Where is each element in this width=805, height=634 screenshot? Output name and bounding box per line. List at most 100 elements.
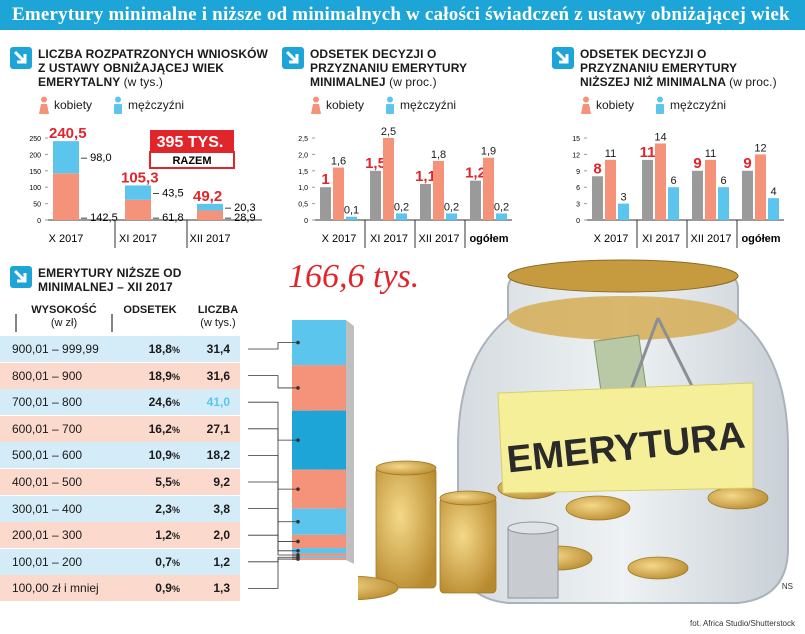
stack-segment: [292, 469, 346, 509]
bar-value-label: 0,2: [494, 201, 509, 213]
panel3-title: Odsetek decyzji o przyznaniu emerytury n…: [580, 47, 780, 89]
row-range: 700,01 – 800: [12, 395, 83, 410]
bar-women: [755, 154, 766, 220]
banner-title: Emerytury minimalne i niższe od minimaln…: [0, 0, 805, 30]
col-height-label: WYSOKOŚĆ: [31, 304, 97, 316]
row-count: 31,4: [206, 342, 230, 356]
category-label: XI 2017: [119, 233, 157, 245]
connector-line: [248, 375, 298, 389]
connector-line: [248, 558, 298, 589]
connector-line: [248, 481, 298, 542]
stack-segment: [292, 320, 346, 366]
legend-women: kobiety: [596, 98, 635, 112]
badge-value: 395 TYS.: [157, 134, 224, 151]
category-label: ogółem: [469, 233, 508, 245]
table-row: 400,01 – 500 5,5% 9,2: [0, 469, 240, 495]
row-count: 9,2: [213, 475, 230, 489]
bar-value-label: 6: [720, 175, 726, 187]
woman-icon: [311, 96, 321, 114]
y-tick-label: 100: [29, 185, 41, 192]
row-pct: 16,2%: [148, 421, 180, 436]
category-label: ogółem: [741, 233, 780, 245]
row-count: 41,0: [206, 395, 230, 410]
stack-segment: [292, 553, 346, 557]
connector-dot: [296, 519, 300, 524]
row-pct: 1,2%: [155, 528, 180, 543]
label-women: – 142,5: [81, 212, 118, 224]
y-tick-label: 0: [576, 218, 580, 225]
y-tick-label: 200: [29, 152, 41, 159]
col-count-label: LICZBA: [197, 304, 239, 316]
bar-value-label: 9: [743, 155, 751, 172]
legend-men: mężczyźni: [128, 98, 185, 112]
table-row: 600,01 – 700 16,2% 27,1: [0, 415, 240, 442]
bar-women: [197, 210, 223, 220]
applications-chart: 0 50 100 150 200 250 – 142,5 – 98,0 240,5 X 2017 –…: [29, 125, 262, 248]
row-range: 900,01 – 999,99: [12, 342, 99, 356]
bar-men: [718, 187, 729, 220]
y-tick-label: 0: [37, 218, 41, 225]
bar-men: [53, 141, 79, 174]
label-men: – 43,5: [153, 188, 184, 200]
category-label: XI 2017: [370, 233, 408, 245]
bar-value-label: 0,2: [444, 201, 459, 213]
total-label: 105,3: [121, 169, 159, 186]
bar-men: [446, 213, 457, 220]
panel1-title: Liczba rozpatrzonych wniosków z ustawy o…: [38, 47, 268, 89]
bar-total: [692, 170, 703, 220]
total-label: 166,6 tys.: [288, 258, 420, 295]
total-label: 240,5: [49, 125, 87, 142]
legend-men: mężczyźni: [400, 98, 457, 112]
panel2-title-text: Odsetek decyzji o przyznaniu emerytury m…: [310, 47, 467, 89]
table-row: 300,01 – 400 2,3% 3,8: [0, 495, 240, 522]
stack-segment: [292, 548, 346, 554]
col-count-header: LICZBA (w tys.): [188, 304, 248, 330]
row-count: 3,8: [213, 501, 230, 516]
bar-women: [433, 160, 444, 220]
row-count: 31,6: [206, 368, 230, 383]
bar-men: [346, 216, 357, 220]
connector-line: [248, 401, 298, 441]
total-label: 49,2: [193, 188, 222, 205]
bar-women: [125, 199, 151, 220]
table-row: 900,01 – 999,99 18,8% 31,4: [0, 336, 240, 362]
table-row: 100,00 zł i mniej 0,9% 1,3: [0, 575, 240, 602]
legend-women: kobiety: [54, 98, 93, 112]
row-count: 1,3: [213, 581, 230, 596]
y-tick-label: 1,0: [298, 185, 308, 192]
y-tick-label: 6: [576, 185, 580, 192]
category-label: X 2017: [594, 233, 629, 245]
minimal-pension-chart: 0 0,5 1,0 1,5 2,0 2,5 11,6 0,1 X 2017 1,5 2,5 0,2 XI…: [298, 126, 512, 248]
row-range: 500,01 – 600: [12, 448, 83, 463]
connector-line: [248, 428, 298, 490]
category-label: X 2017: [322, 233, 357, 245]
bar-men: [668, 187, 679, 220]
ns-label: NS: [781, 582, 793, 591]
arrow-icon: [282, 47, 304, 69]
connector-dot: [296, 438, 300, 442]
connector-line: [248, 534, 298, 556]
y-tick-label: 150: [29, 169, 41, 176]
category-label: XII 2017: [691, 233, 732, 245]
category-label: XI 2017: [642, 233, 680, 245]
bar-total: [470, 180, 481, 220]
connector-line: [248, 342, 298, 350]
bar-men: [768, 198, 779, 220]
bar-value-label: 14: [654, 131, 666, 143]
connector-line: [248, 556, 298, 563]
legend-women: kobiety: [326, 98, 365, 112]
bar-men: [197, 203, 223, 211]
bar-value-label: 6: [670, 175, 676, 187]
row-range: 600,01 – 700: [12, 421, 83, 436]
legend-panel1: kobiety mężczyźni: [38, 96, 198, 114]
y-tick-label: 0: [304, 218, 308, 225]
bar-value-label: 1,8: [431, 149, 446, 161]
bar-value-label: 11: [705, 148, 716, 160]
connector-line: [248, 455, 298, 523]
y-tick-label: 0,5: [298, 202, 308, 209]
bar-women: [333, 167, 344, 220]
connector-dot: [296, 539, 300, 544]
bar-value-label: 1,9: [481, 146, 496, 158]
table-row: 500,01 – 600 10,9% 18,2: [0, 442, 240, 469]
